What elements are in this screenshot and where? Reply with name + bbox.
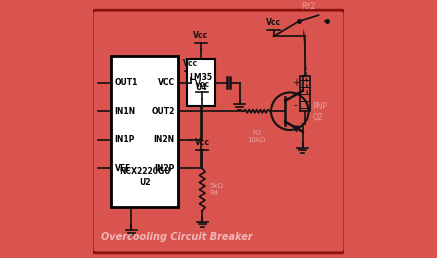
Text: VEE: VEE — [114, 164, 131, 173]
FancyBboxPatch shape — [92, 10, 345, 253]
Text: IN2P: IN2P — [154, 164, 175, 173]
Bar — [187, 59, 215, 107]
Text: LM35
U4: LM35 U4 — [190, 73, 212, 92]
Text: NCX2220GU
U2: NCX2220GU U2 — [119, 167, 170, 187]
Text: Vcc: Vcc — [266, 18, 281, 27]
Text: OUT2: OUT2 — [151, 107, 175, 116]
Bar — [111, 57, 178, 207]
Text: +: + — [291, 78, 299, 88]
Text: Vcc: Vcc — [194, 138, 210, 147]
Text: IN1P: IN1P — [114, 135, 135, 144]
Bar — [300, 76, 309, 111]
Text: Vcc: Vcc — [194, 80, 210, 90]
Text: R3
10kΩ: R3 10kΩ — [247, 130, 266, 143]
Text: Vcc: Vcc — [184, 59, 198, 68]
Text: Q2: Q2 — [312, 113, 323, 122]
Text: RY2: RY2 — [302, 2, 316, 11]
Text: PNP: PNP — [312, 102, 327, 111]
Text: -: - — [294, 100, 297, 110]
Text: OUT1: OUT1 — [114, 78, 138, 87]
Text: 5kΩ
R4: 5kΩ R4 — [210, 183, 224, 196]
Text: IN1N: IN1N — [114, 107, 136, 116]
Text: VCC: VCC — [158, 78, 175, 87]
Text: Overcooling Circuit Breaker: Overcooling Circuit Breaker — [101, 232, 253, 241]
Text: Vcc: Vcc — [194, 31, 208, 40]
Text: IN2N: IN2N — [153, 135, 175, 144]
